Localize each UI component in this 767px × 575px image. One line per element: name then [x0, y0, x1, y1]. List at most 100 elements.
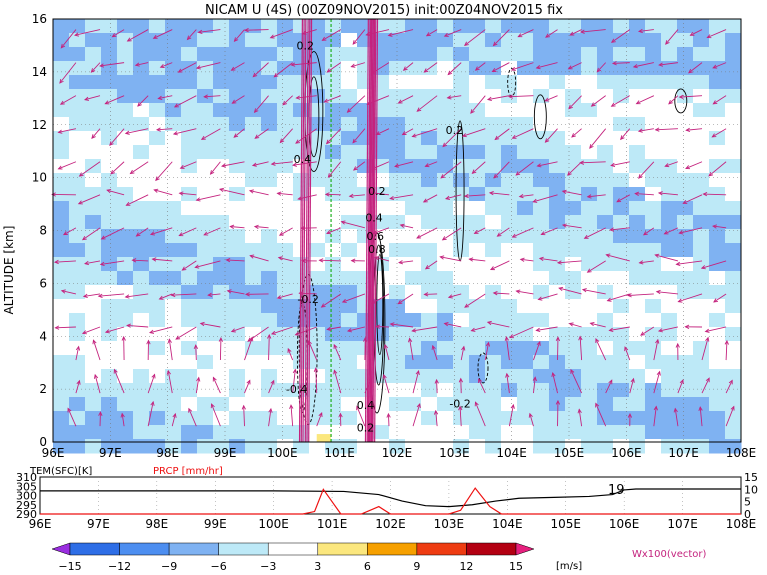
field-cell: [517, 201, 534, 216]
field-cell: [629, 425, 646, 440]
wind-vector: [620, 128, 631, 140]
field-cell: [581, 355, 598, 370]
field-cell: [149, 369, 166, 384]
field-cell: [597, 131, 614, 146]
field-cell: [53, 243, 70, 258]
field-cell: [709, 103, 726, 118]
field-cell: [229, 243, 246, 258]
field-cell: [629, 103, 646, 118]
wind-vector-head: [491, 68, 497, 72]
wind-vector-head: [125, 201, 131, 206]
field-cell: [565, 187, 582, 202]
field-cell: [453, 341, 470, 356]
field-cell: [309, 313, 326, 328]
field-cell: [693, 89, 710, 104]
wind-vector: [387, 413, 390, 427]
wind-vector: [606, 254, 630, 262]
wind-vector-head: [416, 107, 422, 112]
field-cell: [277, 145, 294, 160]
field-cell: [453, 439, 470, 454]
field-cell: [245, 257, 262, 272]
wind-vector-head: [425, 32, 431, 37]
field-cell: [485, 187, 502, 202]
field-cell: [549, 425, 566, 440]
field-cell: [133, 397, 150, 412]
field-cell: [197, 229, 214, 244]
wind-vector-head: [461, 345, 466, 351]
wind-vector-head: [100, 235, 106, 240]
field-cell: [405, 173, 422, 188]
field-cell: [421, 145, 438, 160]
field-cell: [581, 271, 598, 286]
wind-vector-head: [656, 370, 661, 376]
wind-vector-head: [616, 198, 622, 203]
field-cell: [229, 75, 246, 90]
field-cell: [149, 33, 166, 48]
field-cell: [53, 19, 70, 34]
field-cell: [661, 425, 678, 440]
field-cell: [581, 117, 598, 132]
field-cell: [693, 215, 710, 230]
field-cell: [501, 439, 518, 454]
wind-vector-head: [712, 64, 718, 69]
field-cell: [165, 397, 182, 412]
x-tick-label: 108E: [726, 446, 757, 460]
wind-vector: [539, 258, 558, 262]
field-cell: [357, 439, 374, 454]
field-cell: [341, 89, 358, 104]
wind-vector: [367, 18, 372, 443]
field-cell: [549, 215, 566, 230]
wind-vector-head: [249, 254, 255, 259]
field-cell: [309, 19, 326, 34]
wind-vector: [179, 192, 197, 196]
field-cell: [85, 173, 102, 188]
contour-labels: 0.20.4-0.2-0.40.20.40.60.80.40.20.2-0.2: [286, 39, 471, 434]
wind-vector: [636, 95, 655, 105]
wind-vector: [270, 29, 293, 39]
field-cell: [181, 341, 198, 356]
field-cell: [421, 131, 438, 146]
wind-vector-head: [57, 129, 63, 134]
wind-vector-head: [135, 232, 141, 237]
field-cell: [101, 425, 118, 440]
wind-vector-head: [478, 378, 483, 384]
field-cell: [709, 19, 726, 34]
wind-vector: [635, 193, 654, 196]
contour-label: 0.4: [357, 399, 375, 412]
field-cell: [709, 369, 726, 384]
field-cell: [453, 397, 470, 412]
field-cell: [405, 187, 422, 202]
field-cell: [453, 19, 470, 34]
wind-vector: [571, 128, 582, 138]
colorbar-cell: [317, 542, 368, 556]
field-cell: [229, 117, 246, 132]
field-cell: [69, 89, 86, 104]
field-cell: [629, 439, 646, 454]
wind-vector-head: [567, 65, 573, 70]
lower-x-tick-label: 105E: [551, 517, 582, 531]
field-cell: [117, 145, 134, 160]
wind-vector-head: [155, 176, 160, 182]
field-cell: [165, 299, 182, 314]
wind-vector: [442, 227, 462, 241]
field-cell: [725, 355, 742, 370]
wind-vector-head: [508, 94, 514, 99]
field-cell: [437, 285, 454, 300]
field-cell: [501, 411, 518, 426]
field-cell: [485, 271, 502, 286]
field-cell: [565, 383, 582, 398]
wind-vector: [219, 188, 245, 196]
field-cell: [133, 201, 150, 216]
wind-vector-head: [408, 337, 413, 343]
wind-vector-head: [246, 379, 251, 385]
field-cell: [277, 159, 294, 174]
wind-vector: [590, 322, 606, 328]
colorbar-cell: [367, 542, 418, 556]
wind-vector: [167, 370, 173, 394]
wind-vector: [701, 378, 710, 394]
field-cell: [613, 285, 630, 300]
field-cell: [325, 47, 342, 62]
field-cell: [453, 187, 470, 202]
field-cell: [133, 355, 150, 370]
field-cell: [661, 47, 678, 62]
